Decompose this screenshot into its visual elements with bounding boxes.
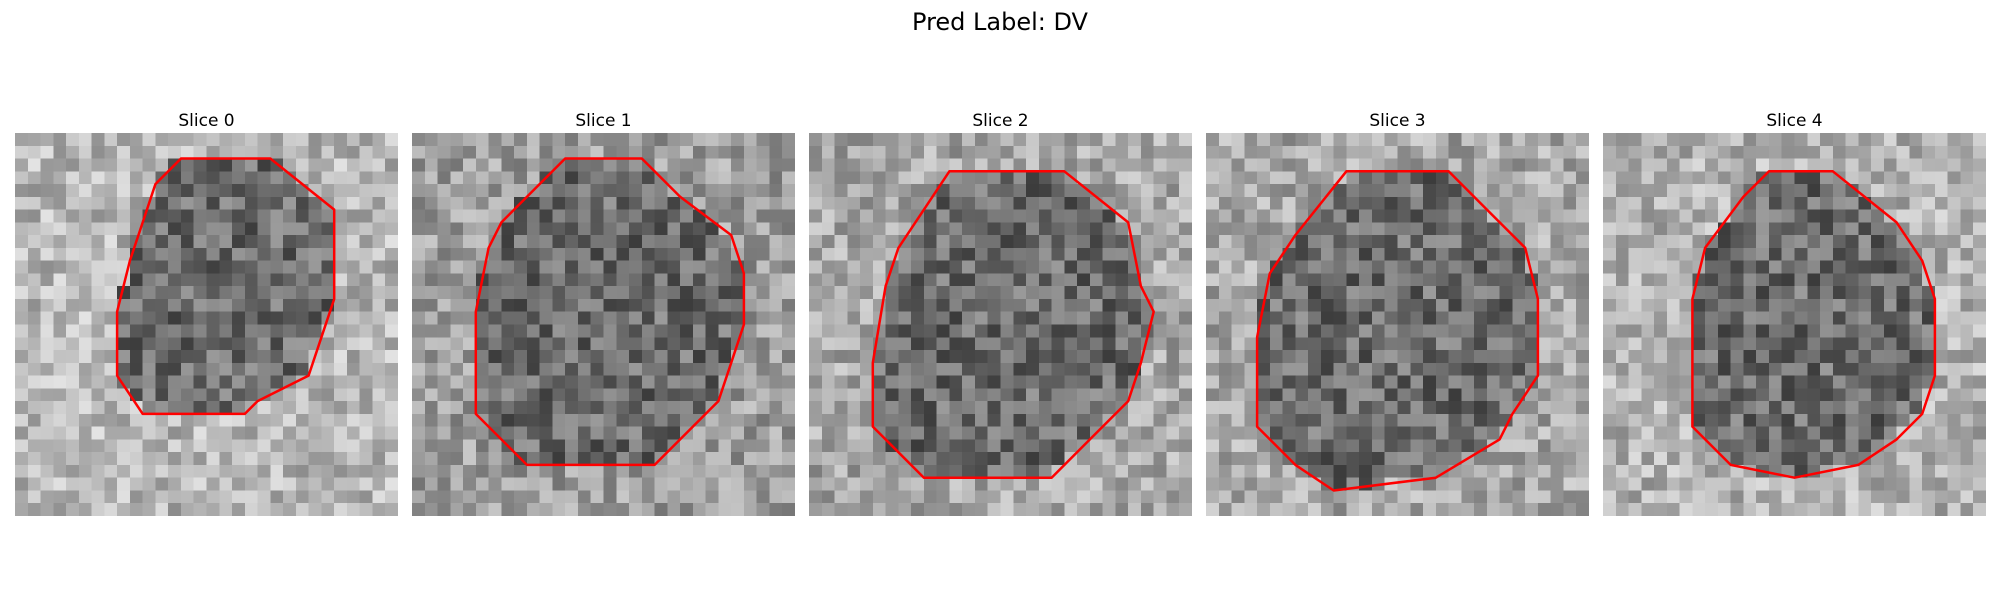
slice-panel-0: Slice 0	[15, 109, 398, 516]
slice-title: Slice 0	[178, 111, 235, 131]
slice-image	[412, 133, 795, 516]
grayscale-texture	[1603, 133, 1986, 516]
slice-image	[1603, 133, 1986, 516]
prediction-contour	[1255, 170, 1540, 492]
slice-panel-3: Slice 3	[1206, 109, 1589, 516]
grayscale-texture	[1206, 133, 1589, 516]
slice-panel-4: Slice 4	[1603, 109, 1986, 516]
figure-title: Pred Label: DV	[912, 8, 1088, 36]
prediction-contour	[1691, 170, 1937, 479]
slice-title: Slice 2	[972, 111, 1029, 131]
slice-panel-1: Slice 1	[412, 109, 795, 516]
grayscale-texture	[15, 133, 398, 516]
slice-title: Slice 1	[575, 111, 632, 131]
slice-image	[809, 133, 1192, 516]
grayscale-texture	[809, 133, 1192, 516]
grayscale-texture	[412, 133, 795, 516]
prediction-contour	[474, 157, 746, 467]
slice-title: Slice 4	[1766, 111, 1823, 131]
prediction-contour	[115, 157, 336, 416]
slice-image	[1206, 133, 1589, 516]
slice-panel-2: Slice 2	[809, 109, 1192, 516]
slice-image	[15, 133, 398, 516]
prediction-contour	[871, 170, 1155, 479]
slice-title: Slice 3	[1369, 111, 1426, 131]
